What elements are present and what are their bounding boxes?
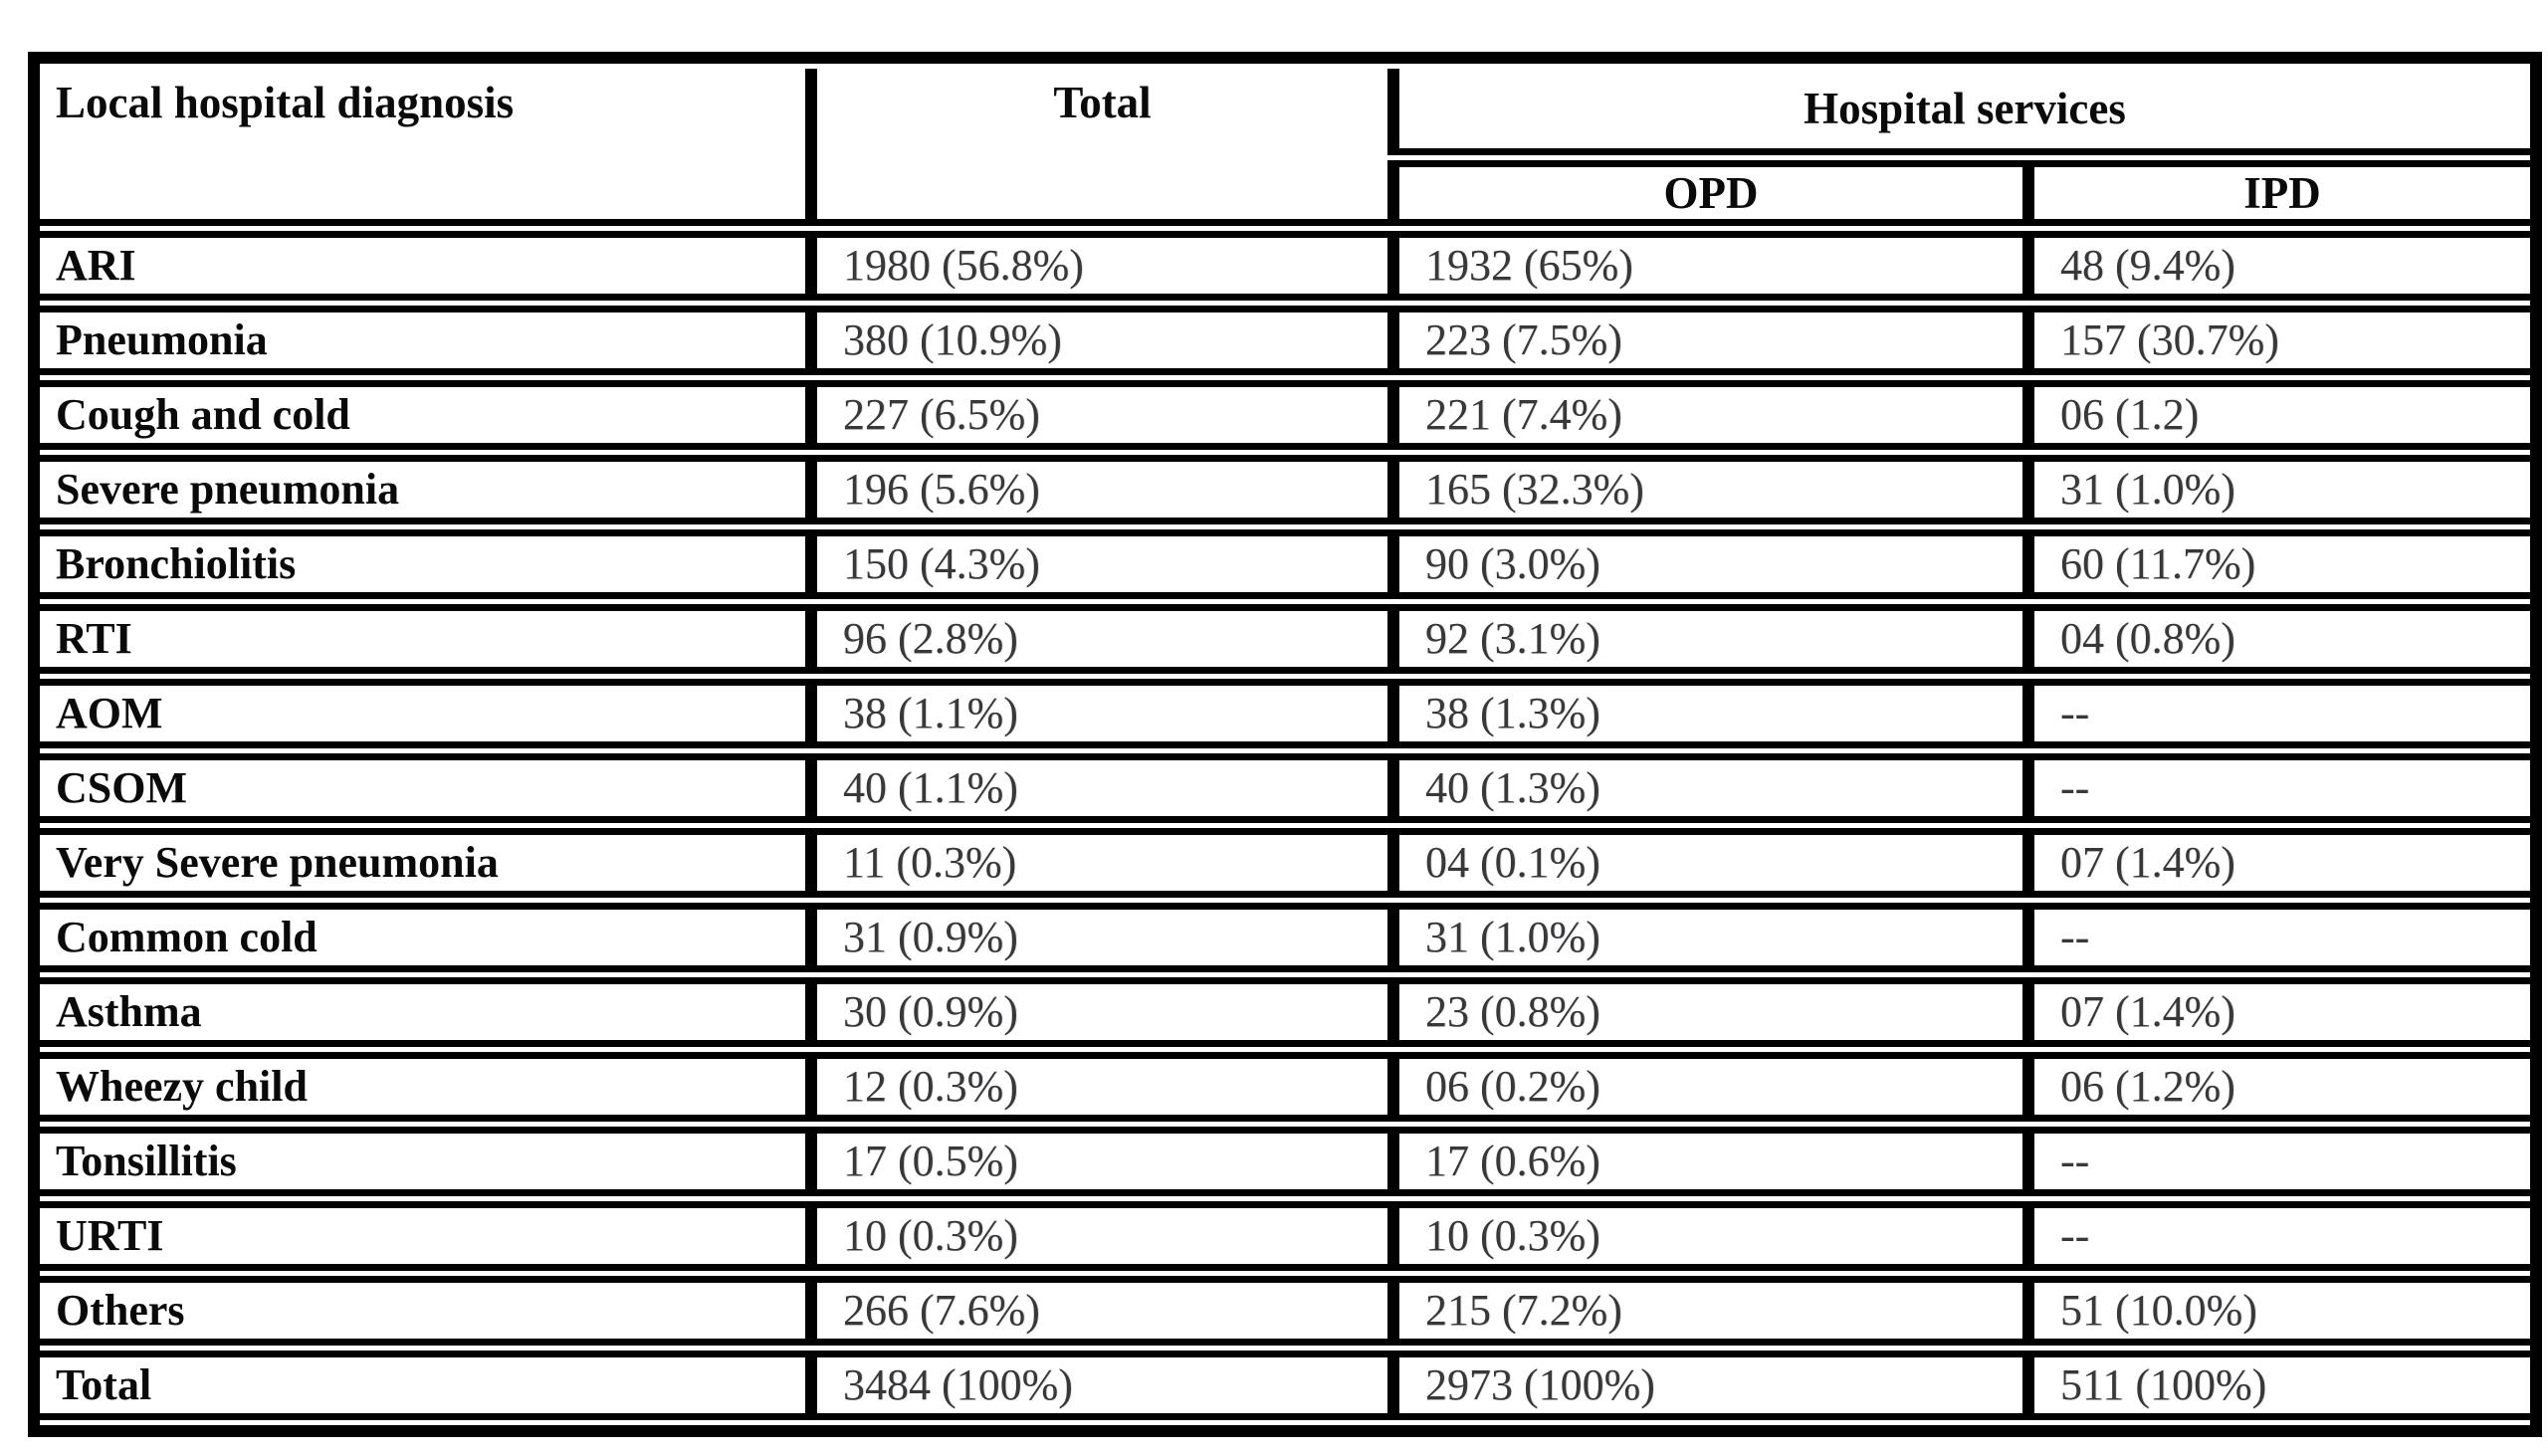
col-header-hospital-services: Hospital services [1387,69,2531,155]
total-cell: 17 (0.5%) [805,1127,1387,1196]
total-cell: 96 (2.8%) [805,604,1387,674]
opd-cell: 17 (0.6%) [1387,1127,2022,1196]
table-row: Severe pneumonia 196 (5.6%) 165 (32.3%) … [40,455,2531,524]
total-cell: 227 (6.5%) [805,380,1387,450]
total-cell: 266 (7.6%) [805,1276,1387,1346]
diagnosis-cell: Common cold [40,903,805,972]
ipd-cell: 07 (1.4%) [2022,828,2531,898]
total-cell: 30 (0.9%) [805,977,1387,1047]
col-header-diagnosis: Local hospital diagnosis [40,69,805,226]
opd-cell: 90 (3.0%) [1387,529,2022,599]
ipd-cell: 31 (1.0%) [2022,455,2531,524]
table-row: Bronchiolitis 150 (4.3%) 90 (3.0%) 60 (1… [40,529,2531,599]
table-row: Others 266 (7.6%) 215 (7.2%) 51 (10.0%) [40,1276,2531,1346]
diagnosis-cell: Pneumonia [40,306,805,375]
table-row: Cough and cold 227 (6.5%) 221 (7.4%) 06 … [40,380,2531,450]
opd-cell: 23 (0.8%) [1387,977,2022,1047]
diagnosis-cell: CSOM [40,753,805,823]
total-cell: 40 (1.1%) [805,753,1387,823]
table-row: Common cold 31 (0.9%) 31 (1.0%) -- [40,903,2531,972]
table-row: URTI 10 (0.3%) 10 (0.3%) -- [40,1201,2531,1271]
ipd-cell: -- [2022,903,2531,972]
diagnosis-cell: URTI [40,1201,805,1271]
opd-cell: 31 (1.0%) [1387,903,2022,972]
diagnosis-table: Local hospital diagnosis Total Hospital … [28,52,2543,1437]
opd-cell: 165 (32.3%) [1387,455,2022,524]
opd-cell: 1932 (65%) [1387,231,2022,301]
diagnosis-cell: Cough and cold [40,380,805,450]
table-row: CSOM 40 (1.1%) 40 (1.3%) -- [40,753,2531,823]
total-cell: 12 (0.3%) [805,1052,1387,1122]
header-row-2: OPD IPD [40,160,2531,226]
ipd-cell: 06 (1.2) [2022,380,2531,450]
diagnosis-cell: Wheezy child [40,1052,805,1122]
opd-cell: 92 (3.1%) [1387,604,2022,674]
ipd-cell: 48 (9.4%) [2022,231,2531,301]
diagnosis-cell: ARI [40,231,805,301]
table-row: AOM 38 (1.1%) 38 (1.3%) -- [40,679,2531,748]
col-header-total: Total [805,69,1387,226]
ipd-cell: -- [2022,753,2531,823]
opd-cell: 06 (0.2%) [1387,1052,2022,1122]
table-row: RTI 96 (2.8%) 92 (3.1%) 04 (0.8%) [40,604,2531,674]
col-header-opd: OPD [1387,160,2022,226]
diagnosis-cell: Total [40,1351,805,1420]
diagnosis-cell: Bronchiolitis [40,529,805,599]
ipd-cell: -- [2022,679,2531,748]
total-cell: 11 (0.3%) [805,828,1387,898]
diagnosis-cell: Severe pneumonia [40,455,805,524]
table-row: Very Severe pneumonia 11 (0.3%) 04 (0.1%… [40,828,2531,898]
total-cell: 10 (0.3%) [805,1201,1387,1271]
ipd-cell: 51 (10.0%) [2022,1276,2531,1346]
diagnosis-cell: AOM [40,679,805,748]
opd-cell: 2973 (100%) [1387,1351,2022,1420]
ipd-cell: 157 (30.7%) [2022,306,2531,375]
total-cell: 150 (4.3%) [805,529,1387,599]
table-row: Pneumonia 380 (10.9%) 223 (7.5%) 157 (30… [40,306,2531,375]
ipd-cell: -- [2022,1201,2531,1271]
opd-cell: 38 (1.3%) [1387,679,2022,748]
diagnosis-cell: Others [40,1276,805,1346]
opd-cell: 10 (0.3%) [1387,1201,2022,1271]
ipd-cell: -- [2022,1127,2531,1196]
total-cell: 380 (10.9%) [805,306,1387,375]
ipd-cell: 07 (1.4%) [2022,977,2531,1047]
total-cell: 196 (5.6%) [805,455,1387,524]
col-header-ipd: IPD [2022,160,2531,226]
table-row: Asthma 30 (0.9%) 23 (0.8%) 07 (1.4%) [40,977,2531,1047]
total-cell: 3484 (100%) [805,1351,1387,1420]
opd-cell: 215 (7.2%) [1387,1276,2022,1346]
diagnosis-cell: Tonsillitis [40,1127,805,1196]
ipd-cell: 60 (11.7%) [2022,529,2531,599]
ipd-cell: 04 (0.8%) [2022,604,2531,674]
header-row-1: Local hospital diagnosis Total Hospital … [40,69,2531,226]
total-cell: 31 (0.9%) [805,903,1387,972]
opd-cell: 221 (7.4%) [1387,380,2022,450]
table-row: Wheezy child 12 (0.3%) 06 (0.2%) 06 (1.2… [40,1052,2531,1122]
total-cell: 1980 (56.8%) [805,231,1387,301]
total-cell: 38 (1.1%) [805,679,1387,748]
table-row: ARI 1980 (56.8%) 1932 (65%) 48 (9.4%) [40,231,2531,301]
ipd-cell: 06 (1.2%) [2022,1052,2531,1122]
diagnosis-cell: Very Severe pneumonia [40,828,805,898]
opd-cell: 223 (7.5%) [1387,306,2022,375]
table-row-total: Total 3484 (100%) 2973 (100%) 511 (100%) [40,1351,2531,1420]
table-row: Tonsillitis 17 (0.5%) 17 (0.6%) -- [40,1127,2531,1196]
ipd-cell: 511 (100%) [2022,1351,2531,1420]
diagnosis-cell: RTI [40,604,805,674]
opd-cell: 40 (1.3%) [1387,753,2022,823]
opd-cell: 04 (0.1%) [1387,828,2022,898]
diagnosis-cell: Asthma [40,977,805,1047]
